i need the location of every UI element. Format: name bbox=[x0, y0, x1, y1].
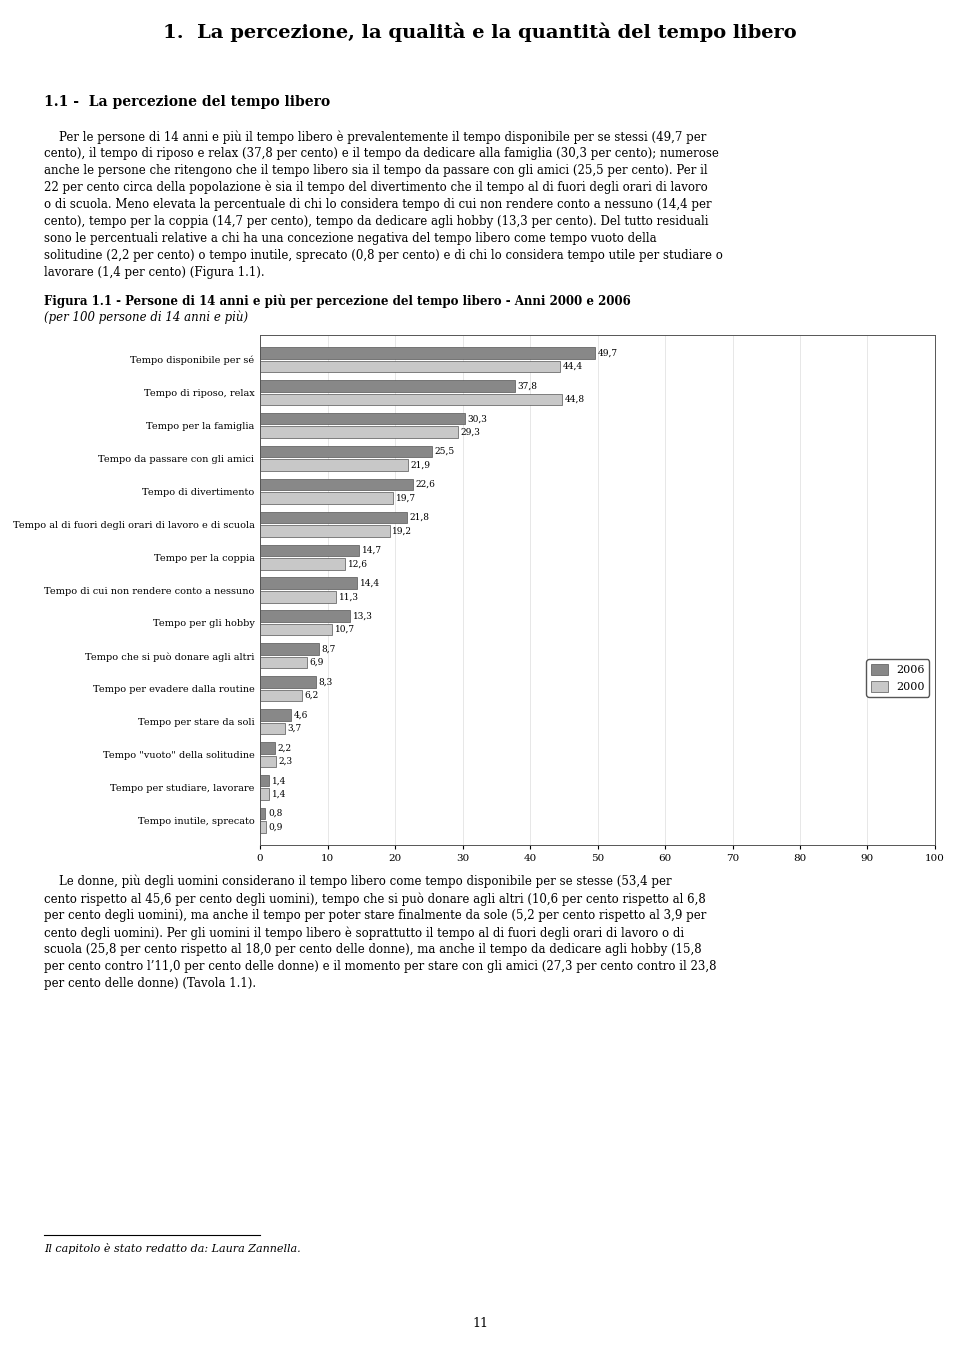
Bar bbox=[260, 624, 332, 636]
Bar bbox=[260, 559, 345, 569]
Text: 3,7: 3,7 bbox=[288, 724, 302, 733]
Text: 44,4: 44,4 bbox=[563, 361, 583, 371]
Text: (per 100 persone di 14 anni e più): (per 100 persone di 14 anni e più) bbox=[44, 311, 248, 325]
Text: 19,7: 19,7 bbox=[396, 493, 416, 503]
Text: sono le percentuali relative a chi ha una concezione negativa del tempo libero c: sono le percentuali relative a chi ha un… bbox=[44, 232, 657, 245]
Text: 10,7: 10,7 bbox=[335, 625, 355, 635]
Bar bbox=[260, 656, 306, 669]
Text: 1,4: 1,4 bbox=[272, 776, 286, 786]
Text: 25,5: 25,5 bbox=[435, 447, 455, 457]
Text: 37,8: 37,8 bbox=[517, 382, 538, 390]
Bar bbox=[260, 788, 270, 800]
Text: 1.1 -  La percezione del tempo libero: 1.1 - La percezione del tempo libero bbox=[44, 95, 330, 109]
Text: 0,9: 0,9 bbox=[269, 822, 283, 832]
Bar bbox=[260, 446, 432, 458]
Text: 13,3: 13,3 bbox=[352, 612, 372, 621]
Text: lavorare (1,4 per cento) (Figura 1.1).: lavorare (1,4 per cento) (Figura 1.1). bbox=[44, 266, 265, 279]
Bar bbox=[260, 709, 291, 720]
Bar bbox=[260, 591, 336, 602]
Bar bbox=[260, 756, 276, 766]
Bar bbox=[260, 459, 408, 470]
Bar bbox=[260, 821, 266, 833]
Text: 0,8: 0,8 bbox=[268, 809, 282, 818]
Text: cento degli uomini). Per gli uomini il tempo libero è soprattutto il tempo al di: cento degli uomini). Per gli uomini il t… bbox=[44, 925, 684, 939]
Text: per cento degli uomini), ma anche il tempo per poter stare finalmente da sole (5: per cento degli uomini), ma anche il tem… bbox=[44, 909, 707, 921]
Text: 49,7: 49,7 bbox=[598, 348, 618, 357]
Text: solitudine (2,2 per cento) o tempo inutile, sprecato (0,8 per cento) e di chi lo: solitudine (2,2 per cento) o tempo inuti… bbox=[44, 249, 723, 262]
Bar bbox=[260, 525, 390, 537]
Text: Le donne, più degli uomini considerano il tempo libero come tempo disponibile pe: Le donne, più degli uomini considerano i… bbox=[44, 875, 672, 889]
Text: 14,7: 14,7 bbox=[362, 546, 382, 554]
Text: cento), il tempo di riposo e relax (37,8 per cento) e il tempo da dedicare alla : cento), il tempo di riposo e relax (37,8… bbox=[44, 147, 719, 160]
Bar bbox=[260, 360, 560, 372]
Text: cento rispetto al 45,6 per cento degli uomini), tempo che si può donare agli alt: cento rispetto al 45,6 per cento degli u… bbox=[44, 892, 706, 905]
Text: Figura 1.1 - Persone di 14 anni e più per percezione del tempo libero - Anni 200: Figura 1.1 - Persone di 14 anni e più pe… bbox=[44, 295, 631, 308]
Bar bbox=[260, 347, 595, 359]
Bar bbox=[260, 643, 319, 655]
Bar bbox=[260, 610, 349, 622]
Bar bbox=[260, 578, 357, 588]
Text: 14,4: 14,4 bbox=[360, 579, 380, 587]
Text: 12,6: 12,6 bbox=[348, 560, 368, 568]
Text: cento), tempo per la coppia (14,7 per cento), tempo da dedicare agli hobby (13,3: cento), tempo per la coppia (14,7 per ce… bbox=[44, 215, 708, 228]
Bar bbox=[260, 775, 270, 787]
Bar bbox=[260, 413, 465, 424]
Bar bbox=[260, 492, 393, 504]
Text: 21,8: 21,8 bbox=[410, 512, 430, 522]
Text: 6,2: 6,2 bbox=[304, 690, 319, 700]
Text: 19,2: 19,2 bbox=[393, 526, 412, 535]
Legend: 2006, 2000: 2006, 2000 bbox=[867, 659, 929, 697]
Text: Il capitolo è stato redatto da: Laura Zannella.: Il capitolo è stato redatto da: Laura Za… bbox=[44, 1243, 300, 1254]
Text: scuola (25,8 per cento rispetto al 18,0 per cento delle donne), ma anche il temp: scuola (25,8 per cento rispetto al 18,0 … bbox=[44, 943, 702, 955]
Text: 2,3: 2,3 bbox=[278, 757, 293, 765]
Bar bbox=[260, 512, 407, 523]
Text: 4,6: 4,6 bbox=[294, 711, 308, 719]
Text: per cento contro l’11,0 per cento delle donne) e il momento per stare con gli am: per cento contro l’11,0 per cento delle … bbox=[44, 959, 716, 973]
Text: per cento delle donne) (Tavola 1.1).: per cento delle donne) (Tavola 1.1). bbox=[44, 977, 256, 989]
Bar bbox=[260, 807, 265, 819]
Bar bbox=[260, 394, 563, 405]
Text: 21,9: 21,9 bbox=[411, 461, 430, 470]
Text: o di scuola. Meno elevata la percentuale di chi lo considera tempo di cui non re: o di scuola. Meno elevata la percentuale… bbox=[44, 198, 711, 211]
Text: 2,2: 2,2 bbox=[277, 743, 292, 753]
Bar bbox=[260, 545, 359, 556]
Bar bbox=[260, 677, 316, 688]
Bar bbox=[260, 427, 458, 438]
Text: 6,9: 6,9 bbox=[309, 658, 324, 667]
Text: 22 per cento circa della popolazione è sia il tempo del divertimento che il temp: 22 per cento circa della popolazione è s… bbox=[44, 181, 708, 194]
Bar bbox=[260, 381, 516, 391]
Text: 29,3: 29,3 bbox=[461, 428, 480, 436]
Text: 1,4: 1,4 bbox=[272, 790, 286, 799]
Text: 44,8: 44,8 bbox=[565, 395, 586, 404]
Bar bbox=[260, 690, 301, 701]
Text: 11,3: 11,3 bbox=[339, 593, 359, 601]
Bar bbox=[260, 742, 275, 753]
Text: 1.  La percezione, la qualità e la quantità del tempo libero: 1. La percezione, la qualità e la quanti… bbox=[163, 22, 797, 42]
Text: Per le persone di 14 anni e più il tempo libero è prevalentemente il tempo dispo: Per le persone di 14 anni e più il tempo… bbox=[44, 130, 707, 144]
Text: 8,7: 8,7 bbox=[322, 644, 336, 654]
Text: anche le persone che ritengono che il tempo libero sia il tempo da passare con g: anche le persone che ritengono che il te… bbox=[44, 164, 708, 177]
Text: 8,3: 8,3 bbox=[319, 678, 333, 686]
Text: 30,3: 30,3 bbox=[468, 414, 487, 423]
Text: 22,6: 22,6 bbox=[416, 480, 435, 489]
Text: 11: 11 bbox=[472, 1317, 488, 1330]
Bar bbox=[260, 723, 285, 734]
Bar bbox=[260, 478, 413, 491]
